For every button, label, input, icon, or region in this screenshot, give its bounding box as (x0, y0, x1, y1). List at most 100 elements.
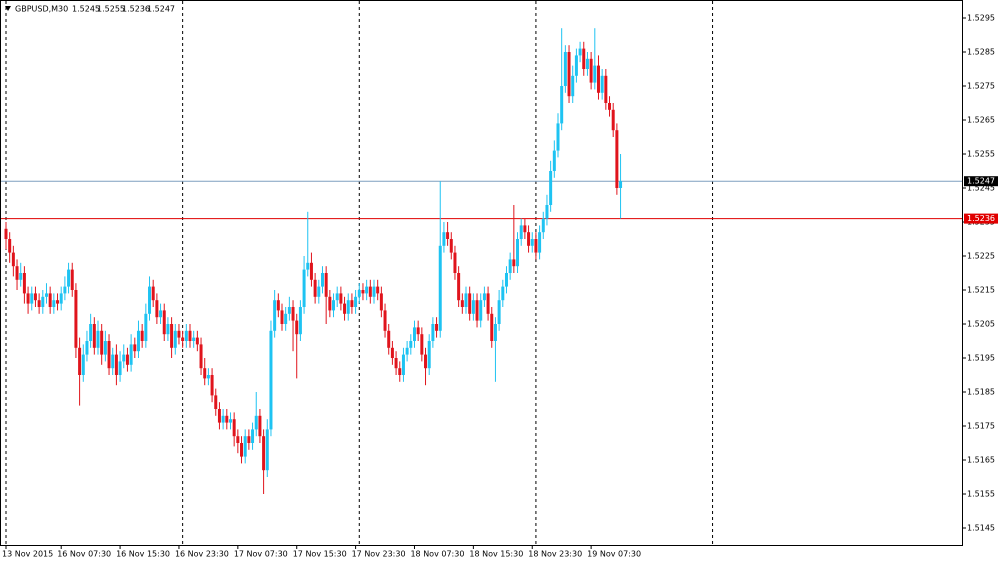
candle-body (497, 300, 501, 324)
candle-body (59, 293, 63, 304)
y-tick-label: 1.5175 (967, 422, 995, 431)
candle-body (262, 436, 266, 471)
candle-body (589, 58, 593, 83)
candle-body (346, 300, 350, 314)
y-tick-label: 1.5205 (967, 320, 995, 329)
candle-body (401, 354, 405, 375)
candle-body (376, 286, 380, 294)
candle-body (615, 130, 619, 188)
candle-body (324, 273, 328, 297)
candle-body (291, 307, 295, 321)
candle-body (390, 347, 394, 358)
y-tick-label: 1.5265 (967, 116, 995, 125)
candle-body (232, 419, 236, 437)
candle-body (199, 344, 203, 369)
candle-body (490, 313, 494, 341)
candle-body (383, 310, 387, 331)
candle-body (420, 334, 424, 355)
candle-body (122, 354, 126, 362)
candle-body (240, 443, 244, 457)
candle-body (464, 293, 468, 307)
candle-body (412, 327, 416, 341)
candle-body (37, 300, 41, 307)
candle-body (184, 330, 188, 341)
price-label: 1.5247 (967, 177, 995, 186)
x-tick-label: 17 Nov 15:30 (293, 550, 347, 559)
candle-body (431, 324, 435, 341)
candle-body (74, 290, 78, 348)
candle-body (81, 354, 85, 375)
candle-body (563, 52, 567, 86)
candle-body (52, 300, 56, 307)
candle-body (446, 232, 450, 239)
y-tick-label: 1.5145 (967, 524, 995, 533)
candle-body (33, 293, 37, 301)
candle-body (354, 296, 358, 307)
candle-body (11, 252, 15, 267)
candle-body (22, 273, 26, 294)
candle-body (578, 48, 582, 56)
candle-body (48, 293, 52, 307)
candle-body (225, 415, 229, 423)
candle-body (170, 324, 174, 348)
y-tick-label: 1.5225 (967, 252, 995, 261)
candle-body (457, 273, 461, 301)
candle-body (567, 52, 571, 97)
candle-body (133, 344, 137, 352)
candle-body (41, 296, 45, 307)
candle-body (486, 293, 490, 314)
candle-body (512, 259, 516, 267)
candle-body (368, 286, 372, 297)
candle-body (258, 415, 262, 437)
candle-body (538, 232, 542, 253)
candle-body (600, 75, 604, 93)
candle-body (394, 358, 398, 369)
candle-body (545, 205, 549, 219)
candle-body (96, 330, 100, 348)
candle-body (453, 252, 457, 273)
x-tick-label: 18 Nov 15:30 (469, 550, 523, 559)
candle-body (571, 75, 575, 97)
candle-body (468, 293, 472, 314)
candle-body (192, 337, 196, 341)
candle-body (8, 239, 12, 253)
candle-body (302, 269, 306, 307)
candle-body (357, 290, 361, 297)
candle-body (284, 313, 288, 324)
candle-body (89, 324, 93, 341)
candle-body (596, 65, 600, 93)
candle-body (317, 286, 321, 297)
candle-body (427, 341, 431, 369)
x-tick-label: 18 Nov 23:30 (528, 550, 582, 559)
candle-body (527, 232, 531, 246)
candle-body (604, 75, 608, 103)
candle-body (552, 150, 556, 171)
candle-body (306, 262, 310, 270)
candle-body (508, 259, 512, 273)
candle-body (103, 341, 107, 355)
candle-body (247, 436, 251, 443)
candle-body (361, 290, 365, 294)
candle-body (280, 310, 284, 324)
candle-body (203, 368, 207, 379)
candle-body (343, 303, 347, 314)
candle-body (173, 330, 177, 348)
price-label-box (964, 176, 998, 187)
candle-body (63, 286, 67, 294)
price-label-box (964, 213, 998, 224)
candle-body (195, 337, 199, 345)
candle-body (125, 354, 129, 365)
candle-body (287, 307, 291, 314)
candle-body (549, 171, 553, 205)
candle-body (409, 341, 413, 348)
candle-body (155, 300, 159, 318)
candle-body (372, 286, 376, 297)
x-tick-label: 18 Nov 07:30 (410, 550, 464, 559)
candle-body (523, 225, 527, 233)
candle-body (438, 245, 442, 331)
candle-body (206, 375, 210, 379)
candle-body (332, 300, 336, 311)
y-tick-label: 1.5215 (967, 286, 995, 295)
candle-body (92, 324, 96, 348)
candle-body (15, 266, 19, 280)
